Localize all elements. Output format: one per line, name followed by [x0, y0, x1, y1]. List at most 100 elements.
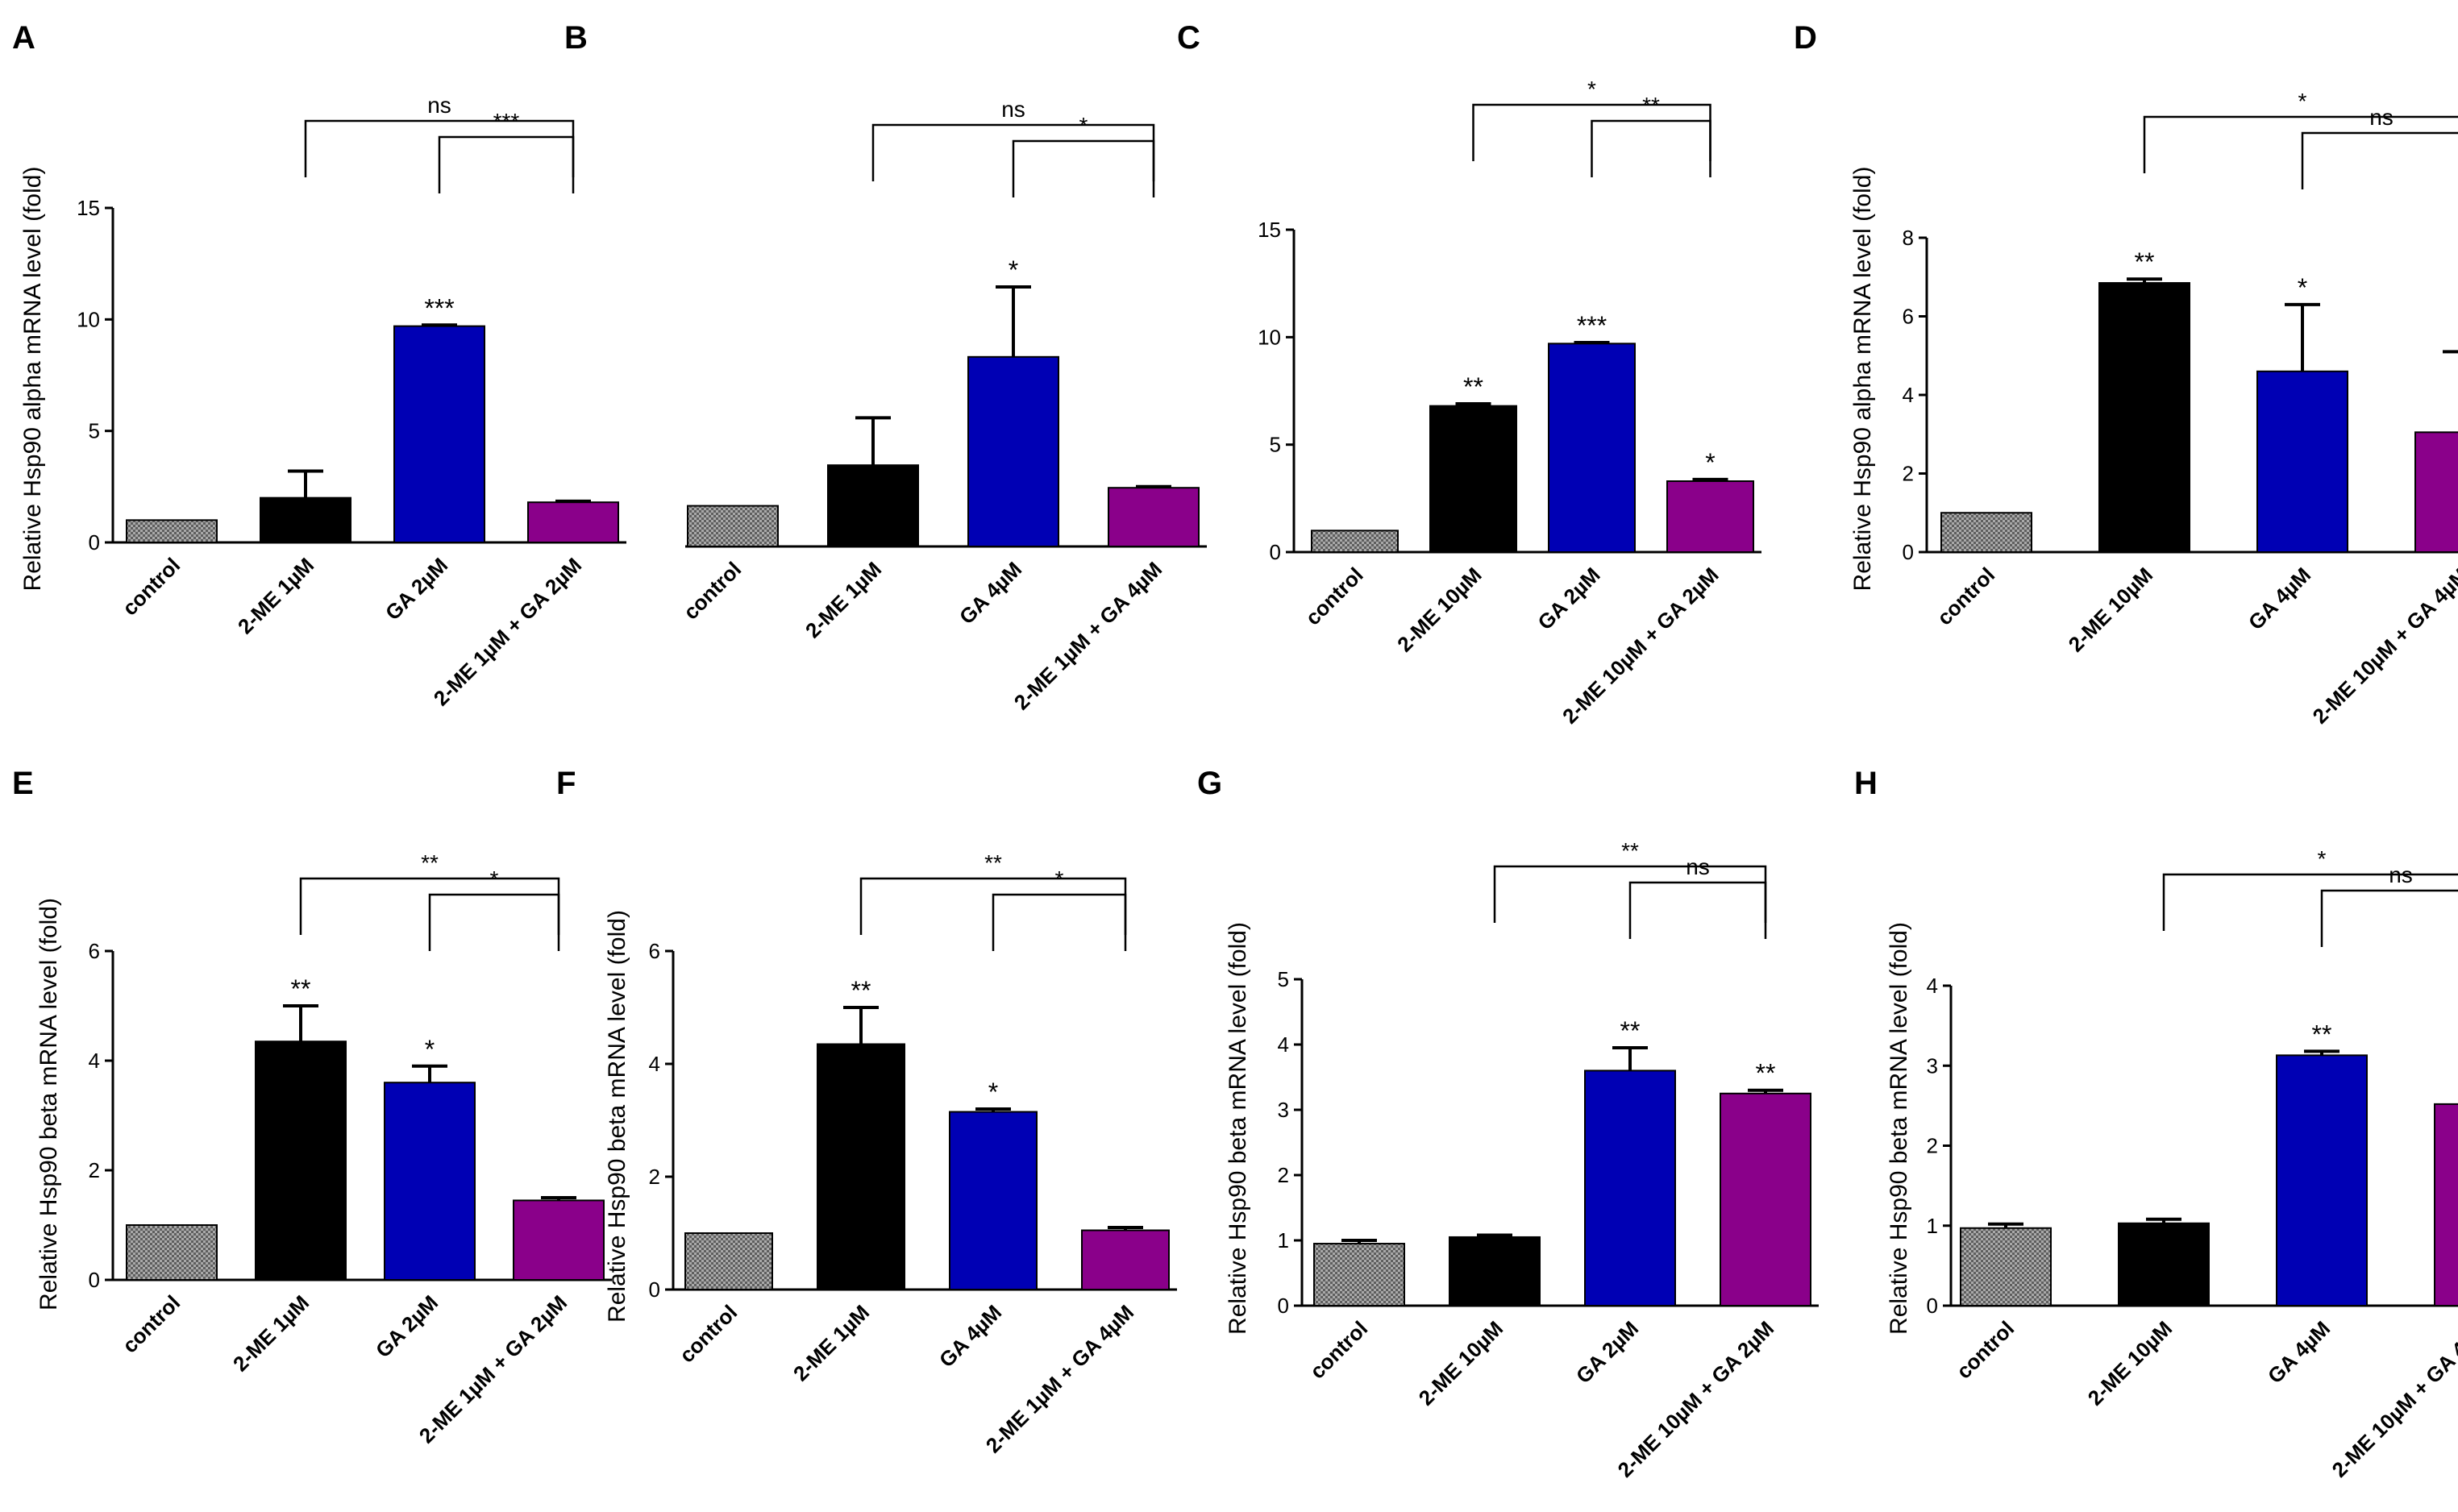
bar-4 [2434, 1103, 2458, 1307]
panel-letter: G [1197, 766, 1222, 801]
x-tick-label: 2-ME 1µM [788, 1300, 874, 1385]
x-tick-label: 2-ME 10µM + GA 4µM [2308, 563, 2458, 729]
x-tick-label: control [1932, 563, 2000, 630]
panel-letter: B [564, 20, 588, 56]
significance-label: ** [1463, 372, 1483, 401]
y-tick-label: 8 [1903, 226, 1914, 250]
y-tick-label: 15 [77, 196, 100, 220]
bar-2 [255, 1041, 347, 1281]
y-tick-label: 4 [89, 1049, 100, 1073]
x-tick-label: 2-ME 10µM + GA 2µM [1613, 1316, 1779, 1482]
panel-letter: E [12, 766, 34, 801]
y-tick-label: 0 [649, 1277, 660, 1302]
significance-label: *** [424, 293, 454, 322]
bracket-label: ** [1621, 838, 1639, 863]
bar-3 [384, 1082, 476, 1281]
bar-1 [126, 519, 218, 543]
y-tick-label: 6 [89, 939, 100, 963]
y-tick-label: 1 [1278, 1228, 1289, 1252]
y-axis-label: Relative Hsp90 beta mRNA level (fold) [1886, 922, 1912, 1335]
y-tick-label: 6 [1903, 305, 1914, 329]
bracket-label: * [1055, 866, 1064, 891]
y-tick-label: 0 [1270, 540, 1281, 564]
bracket-label: *** [493, 109, 520, 134]
comparison-bracket [428, 893, 560, 951]
bar-1 [687, 505, 779, 547]
x-tick-label: GA 4µM [955, 557, 1026, 629]
bar-3 [1548, 343, 1636, 553]
x-tick-label: control [118, 553, 185, 621]
x-tick-label: 2-ME 10µM + GA 4µM [2327, 1316, 2458, 1482]
comparison-bracket [2162, 873, 2458, 931]
x-tick-label: control [1305, 1316, 1373, 1384]
bar-4 [1081, 1229, 1170, 1290]
panel-letter: A [12, 20, 35, 56]
x-tick-label: 2-ME 1µM + GA 2µM [414, 1290, 572, 1448]
x-tick-label: 2-ME 1µM [228, 1290, 314, 1376]
bracket-label: ns [1686, 854, 1710, 879]
y-tick-label: 10 [77, 307, 100, 331]
bar-1 [1960, 1227, 2052, 1307]
comparison-bracket [1591, 119, 1711, 177]
y-axis-label: Relative Hsp90 beta mRNA level (fold) [35, 898, 62, 1311]
bar-4 [527, 501, 619, 544]
y-tick-label: 4 [649, 1052, 660, 1076]
y-axis-label: Relative Hsp90 alpha mRNA level (fold) [1849, 167, 1876, 592]
significance-label: * [1009, 255, 1018, 285]
y-axis-label: Relative Hsp90 beta mRNA level (fold) [1225, 922, 1251, 1335]
y-tick-label: 1 [1927, 1214, 1938, 1238]
x-tick-label: control [679, 557, 747, 625]
panel-g: G 0 1 2 3 4 5 control 2-ME 10µM ** GA 2µM ** 2-ME 10… [1197, 766, 1819, 1482]
y-tick-label: 0 [1278, 1294, 1289, 1318]
bracket-label: ns [427, 93, 451, 118]
comparison-bracket [1628, 881, 1767, 939]
x-tick-label: control [1300, 563, 1368, 630]
bar-1 [1311, 530, 1399, 553]
bar-2 [1429, 405, 1517, 553]
x-tick-label: control [118, 1290, 185, 1358]
y-tick-label: 6 [649, 939, 660, 963]
significance-label: ** [1756, 1059, 1776, 1088]
y-tick-label: 2 [649, 1165, 660, 1189]
bar-2 [1449, 1236, 1541, 1306]
bar-4 [513, 1199, 605, 1281]
x-tick-label: GA 2µM [371, 1290, 443, 1362]
comparison-bracket [2301, 131, 2458, 189]
significance-label: * [425, 1035, 435, 1064]
bar-2 [2098, 282, 2190, 553]
bar-1 [1313, 1243, 1405, 1307]
bar-4 [1720, 1092, 1811, 1306]
x-tick-label: GA 2µM [1533, 563, 1604, 634]
y-axis-label: Relative Hsp90 alpha mRNA level (fold) [19, 167, 46, 592]
x-tick-label: GA 4µM [934, 1300, 1006, 1372]
x-tick-label: 2-ME 1µM + GA 2µM [429, 553, 586, 710]
y-axis-label: Relative Hsp90 beta mRNA level (fold) [604, 910, 630, 1323]
panel-letter: C [1177, 20, 1200, 56]
x-tick-label: 2-ME 1µM [233, 553, 318, 638]
bar-2 [817, 1043, 905, 1290]
bar-4 [2414, 431, 2458, 553]
x-tick-label: control [1952, 1316, 2019, 1384]
y-tick-label: 5 [89, 419, 100, 443]
bar-3 [1584, 1070, 1676, 1307]
bar-1 [126, 1224, 218, 1281]
bracket-label: * [1079, 113, 1088, 138]
bar-3 [2276, 1054, 2368, 1307]
bar-4 [1108, 487, 1200, 548]
panel-letter: D [1794, 20, 1817, 56]
y-tick-label: 3 [1927, 1053, 1938, 1078]
significance-label: ** [291, 974, 311, 1003]
y-tick-label: 5 [1270, 433, 1281, 457]
significance-label: *** [1577, 311, 1607, 340]
panel-h: H 0 1 2 3 4 control 2-ME 10µM ** GA 4µM * 2-ME 10µM… [1854, 766, 2458, 1482]
significance-label: ** [2135, 247, 2155, 276]
y-tick-label: 2 [1278, 1163, 1289, 1187]
bar-2 [2118, 1222, 2210, 1306]
comparison-bracket [2143, 115, 2458, 173]
y-tick-label: 3 [1278, 1098, 1289, 1122]
y-tick-label: 2 [89, 1158, 100, 1182]
x-tick-label: 2-ME 1µM + GA 4µM [981, 1300, 1138, 1457]
